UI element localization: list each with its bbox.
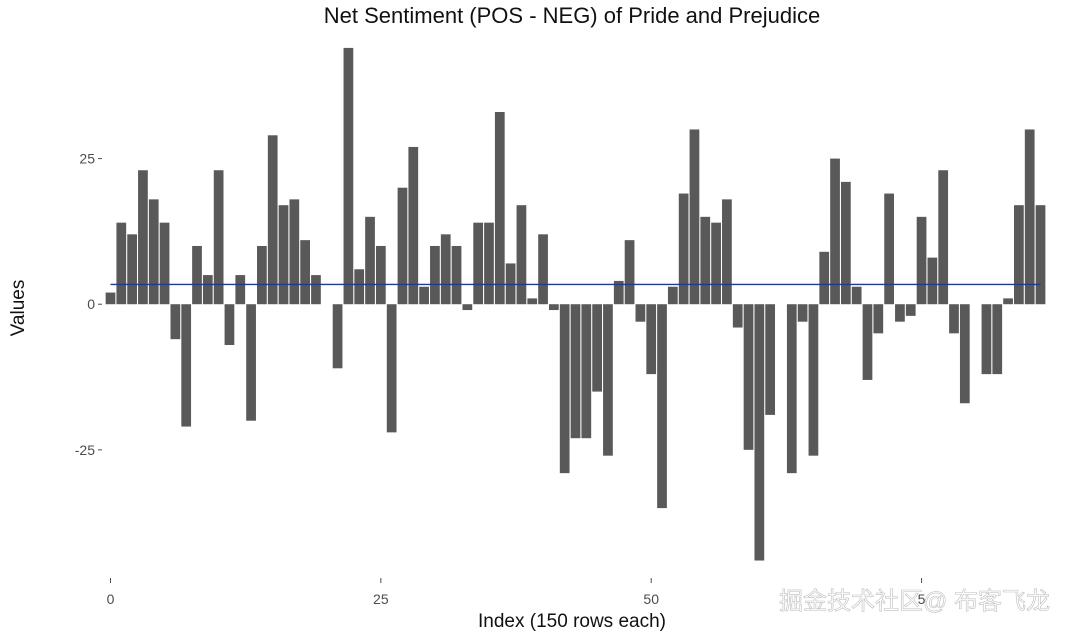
y-tick-label: 25	[79, 151, 95, 167]
bar	[765, 304, 776, 415]
bar	[127, 234, 137, 305]
bar	[916, 216, 927, 305]
bar	[646, 304, 657, 375]
bar	[257, 245, 267, 305]
bar	[538, 234, 548, 305]
x-axis: 0 25 50 5	[107, 578, 926, 607]
bar	[278, 205, 289, 305]
bar	[484, 222, 494, 305]
bar	[224, 304, 235, 345]
bar	[116, 222, 127, 305]
bar	[354, 269, 365, 305]
bar	[981, 304, 992, 375]
bar	[743, 304, 754, 450]
bar	[267, 135, 278, 305]
bar	[570, 304, 581, 439]
bar	[603, 304, 613, 456]
bar	[192, 245, 202, 305]
bar	[148, 199, 159, 305]
bar	[992, 304, 1003, 375]
bar	[494, 111, 505, 305]
bar	[895, 304, 905, 322]
chart-title: Net Sentiment (POS - NEG) of Pride and P…	[324, 3, 820, 28]
bar	[635, 304, 646, 322]
bar	[786, 304, 797, 474]
bar	[202, 275, 213, 305]
bar	[181, 304, 192, 427]
bar	[332, 304, 343, 369]
bar	[300, 240, 311, 305]
bar	[397, 187, 408, 305]
bar	[949, 304, 959, 334]
bar	[808, 304, 819, 456]
bar	[559, 304, 570, 474]
bar	[754, 304, 765, 561]
watermark: 掘金技术社区@ 布客飞龙	[779, 588, 1050, 615]
x-tick-label: 50	[643, 591, 659, 607]
bar	[235, 275, 246, 305]
y-tick-label: -25	[75, 442, 95, 458]
bar	[473, 222, 484, 305]
x-tick-label: 5	[918, 591, 926, 607]
bar	[462, 304, 473, 311]
bar	[246, 304, 256, 421]
bar	[732, 304, 743, 328]
bar	[657, 304, 667, 509]
y-axis-label: Values	[8, 280, 29, 337]
bar	[678, 193, 689, 305]
bar	[159, 222, 170, 305]
bar	[873, 304, 884, 334]
bar	[959, 304, 970, 404]
bar	[819, 251, 830, 305]
x-tick-label: 0	[107, 591, 115, 607]
bar	[419, 286, 429, 305]
x-axis-label: Index (150 rows each)	[478, 611, 666, 632]
y-axis: -25 0 25	[75, 151, 102, 458]
bar	[905, 304, 916, 316]
bar	[722, 199, 732, 305]
bar	[840, 181, 851, 305]
bar	[1003, 298, 1013, 305]
bar	[440, 234, 451, 305]
bar	[289, 199, 300, 305]
bar	[105, 292, 116, 305]
bar	[386, 304, 397, 433]
bar	[311, 275, 321, 305]
bar	[927, 257, 938, 305]
bar	[1024, 129, 1035, 305]
bar	[430, 245, 440, 305]
bar	[581, 304, 592, 439]
bar	[862, 304, 873, 380]
bar	[451, 245, 462, 305]
bar	[830, 158, 840, 305]
bar	[1014, 205, 1024, 305]
bar	[343, 47, 354, 305]
bar	[938, 170, 949, 305]
bar	[549, 304, 559, 311]
bar	[711, 222, 721, 305]
bar	[1035, 205, 1046, 305]
bar	[613, 280, 624, 305]
bar	[624, 240, 635, 305]
x-tick-label: 25	[373, 591, 389, 607]
bar	[516, 205, 527, 305]
bar	[689, 129, 700, 305]
bar	[170, 304, 181, 340]
bar	[527, 298, 538, 305]
bar	[592, 304, 602, 392]
bar	[365, 216, 375, 305]
y-tick-label: 0	[87, 296, 95, 312]
bar-series	[105, 47, 1046, 561]
bar	[213, 170, 224, 305]
bar	[851, 286, 862, 305]
bar	[700, 216, 711, 305]
bar	[138, 170, 148, 305]
bar	[667, 286, 678, 305]
bar	[797, 304, 808, 322]
bar	[375, 245, 386, 305]
bar	[884, 193, 894, 305]
bar	[408, 146, 419, 305]
